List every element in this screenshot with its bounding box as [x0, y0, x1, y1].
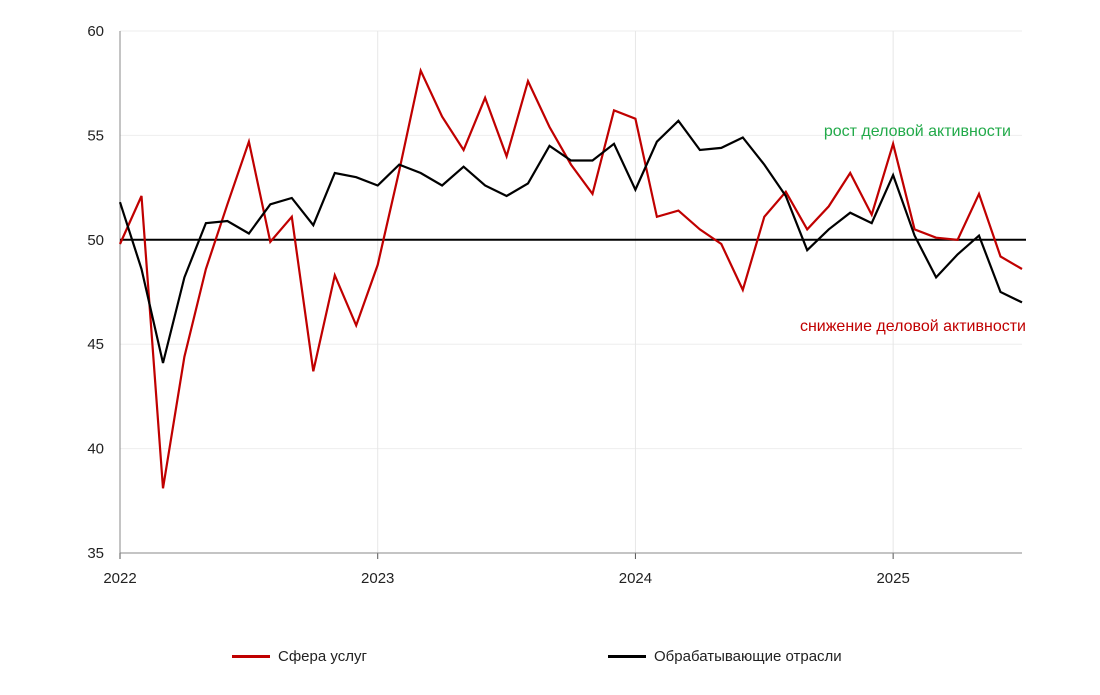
y-tick-label: 60	[87, 23, 104, 40]
annotation-decline: снижение деловой активности	[800, 318, 1026, 335]
legend-swatch-services	[232, 655, 270, 658]
x-tick-label: 2025	[876, 570, 909, 587]
series-line-manufacturing	[118, 119, 1023, 364]
legend-item-services: Сфера услуг	[232, 648, 367, 665]
legend-label-manufacturing: Обрабатывающие отрасли	[654, 648, 842, 665]
legend-swatch-manufacturing	[608, 655, 646, 658]
legend-label-services: Сфера услуг	[278, 648, 367, 665]
annotation-growth: рост деловой активности	[824, 123, 1011, 140]
y-tick-label: 50	[87, 232, 104, 249]
x-tick-label: 2024	[619, 570, 652, 587]
y-tick-label: 40	[87, 441, 104, 458]
axes: 35 40 45 50 55 60 2022 2023 2024 2025	[87, 23, 1026, 587]
y-tick-label: 55	[87, 127, 104, 144]
series-lines	[118, 67, 1023, 489]
x-tick-label: 2023	[361, 570, 394, 587]
x-tick-label: 2022	[103, 570, 136, 587]
y-tick-label: 45	[87, 336, 104, 353]
series-line-services	[118, 67, 1023, 489]
grid	[119, 30, 1022, 554]
legend-item-manufacturing: Обрабатывающие отрасли	[608, 648, 842, 665]
y-tick-label: 35	[87, 545, 104, 562]
